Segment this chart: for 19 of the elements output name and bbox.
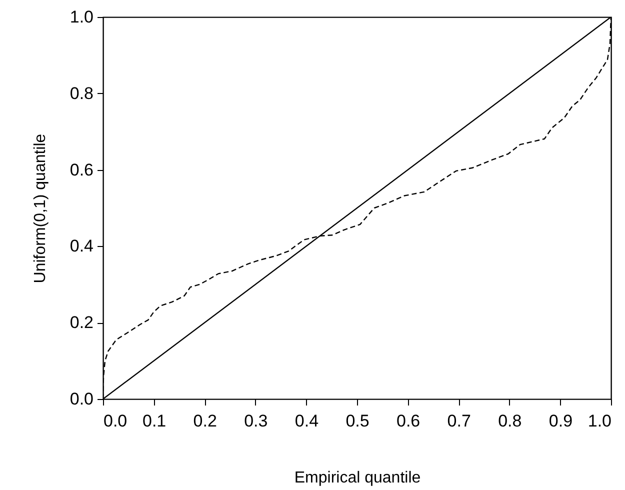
x-tick-label: 0.4 <box>294 412 319 430</box>
y-tick-label: 0.6 <box>70 160 94 180</box>
x-tick-label: 0.6 <box>396 412 420 430</box>
x-tick-label: 1.0 <box>588 412 612 430</box>
y-tick-label: 0.0 <box>70 390 94 408</box>
y-tick-label: 0.8 <box>70 84 94 103</box>
x-tick-label: 0.5 <box>346 412 370 430</box>
y-tick-label: 1.0 <box>70 8 94 26</box>
x-tick-label: 0.1 <box>142 412 166 430</box>
x-tick-label: 0.0 <box>104 412 128 430</box>
x-tick-label: 0.9 <box>548 412 573 430</box>
y-axis-title: Uniform(0,1) quantile <box>32 134 49 284</box>
y-tick-label: 0.4 <box>70 236 94 256</box>
x-tick-label: 0.2 <box>193 412 217 430</box>
x-axis-title: Empirical quantile <box>294 470 421 486</box>
y-tick-label: 0.2 <box>70 313 94 332</box>
x-tick-label: 0.7 <box>447 412 471 430</box>
x-tick-label: 0.8 <box>498 412 522 430</box>
x-tick-label: 0.3 <box>244 412 268 430</box>
